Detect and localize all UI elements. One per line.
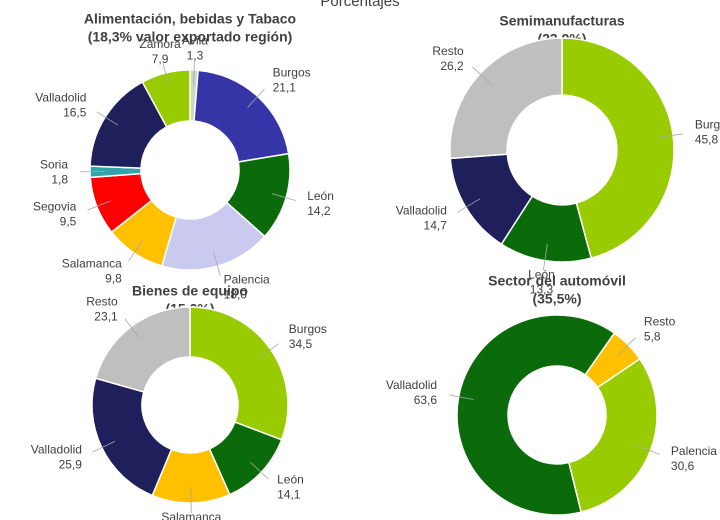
leader-line xyxy=(656,133,683,138)
chart-subtitle: (18,3% valor exportado región) xyxy=(88,29,293,45)
slice-value-label: 9,5 xyxy=(60,215,77,229)
slice-value-label: 1,8 xyxy=(51,172,68,186)
leader-line xyxy=(96,111,119,126)
slice-value-label: 14,7 xyxy=(424,219,448,233)
donut-slice xyxy=(91,377,173,497)
slice-label: Valladolid xyxy=(396,204,447,218)
slice-value-label: 18,0 xyxy=(224,287,248,301)
leader-line xyxy=(128,240,143,262)
slice-label: León xyxy=(528,268,555,282)
slice-label: Zamora xyxy=(139,37,181,51)
leader-line xyxy=(213,251,221,276)
donut-slice xyxy=(561,37,675,260)
page-title: Porcentajes xyxy=(320,0,399,10)
chart-title: Bienes de equipo xyxy=(132,283,248,299)
slice-value-label: 13,3 xyxy=(530,283,554,297)
leader-line xyxy=(92,440,116,453)
slice-value-label: 26,2 xyxy=(440,59,464,73)
slice-label: Burgos xyxy=(695,118,720,132)
donut-slice xyxy=(141,69,191,128)
chart-title: Semimanufacturas xyxy=(499,13,624,29)
slice-value-label: 63,6 xyxy=(414,393,438,407)
slice-value-label: 1,3 xyxy=(187,48,204,62)
slice-value-label: 21,1 xyxy=(273,80,297,94)
leader-line xyxy=(247,88,265,108)
slice-value-label: 5,8 xyxy=(644,330,661,344)
slice-label: Valladolid xyxy=(35,91,86,105)
slice-value-label: 23,1 xyxy=(94,309,118,323)
chart-subtitle: (35,5%) xyxy=(532,291,581,307)
slice-label: Palencia xyxy=(671,444,717,458)
leader-line xyxy=(542,244,548,271)
leader-line xyxy=(258,343,280,359)
slice-label: Salamanca xyxy=(161,510,221,520)
leader-line xyxy=(193,60,195,86)
leader-line xyxy=(636,445,660,455)
slice-label: Burgos xyxy=(273,65,311,79)
slice-value-label: 25,9 xyxy=(59,457,83,471)
leader-line xyxy=(124,318,141,339)
chart-title: Sector del automóvil xyxy=(488,273,626,289)
leader-line xyxy=(456,198,481,213)
donut-slice xyxy=(567,357,658,513)
slice-label: León xyxy=(307,189,334,203)
slice-label: León xyxy=(277,473,304,487)
leader-line xyxy=(617,337,636,356)
leader-line xyxy=(87,200,111,211)
slice-label: Segovia xyxy=(33,200,77,214)
leader-line xyxy=(271,193,296,201)
donut-slice xyxy=(449,37,563,160)
slice-label: Valladolid xyxy=(31,442,82,456)
slice-value-label: 45,8 xyxy=(695,133,719,147)
slice-label: Ávila xyxy=(182,32,208,47)
slice-value-label: 7,9 xyxy=(152,52,169,66)
slice-label: Resto xyxy=(432,44,464,58)
slice-value-label: 9,8 xyxy=(105,271,122,285)
leader-line xyxy=(472,66,493,86)
slice-value-label: 16,5 xyxy=(63,106,87,120)
slice-label: Resto xyxy=(644,315,676,329)
slice-value-label: 14,2 xyxy=(307,204,331,218)
slice-value-label: 14,1 xyxy=(277,488,301,502)
slice-label: Palencia xyxy=(224,272,270,286)
slice-label: Burgos xyxy=(289,322,327,336)
slice-label: Soria xyxy=(40,157,68,171)
leader-line xyxy=(162,63,170,88)
donut-slice xyxy=(94,306,191,393)
slice-label: Valladolid xyxy=(386,378,437,392)
slice-label: Salamanca xyxy=(62,256,122,270)
slice-value-label: 34,5 xyxy=(289,337,313,351)
leader-line xyxy=(448,394,474,400)
slice-label: Resto xyxy=(86,294,118,308)
leader-line xyxy=(250,461,269,480)
slice-value-label: 30,6 xyxy=(671,459,695,473)
donut-slice xyxy=(456,314,616,516)
chart-title: Alimentación, bebidas y Tabaco xyxy=(84,11,296,27)
donut-slice xyxy=(189,306,289,441)
